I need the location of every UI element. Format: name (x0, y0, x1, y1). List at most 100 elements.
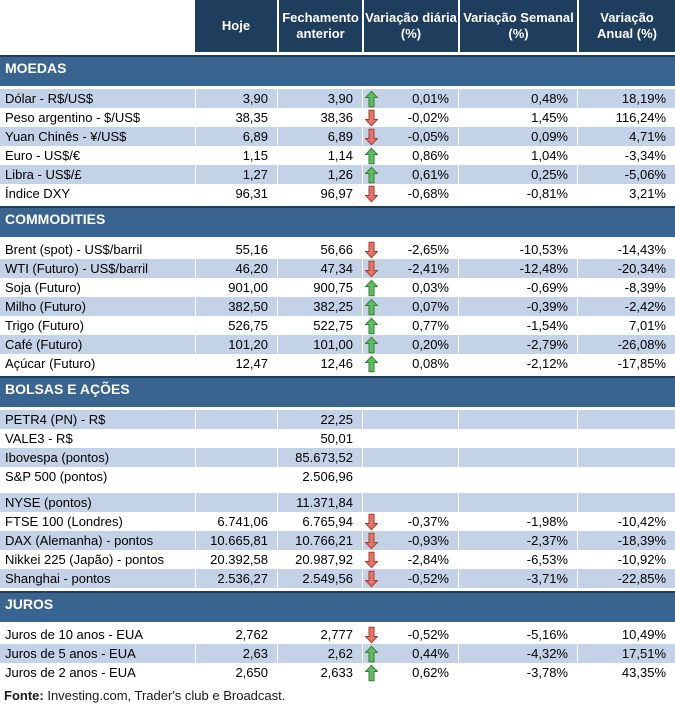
variacao-semanal-value[interactable] (458, 429, 577, 448)
variacao-anual-value[interactable]: -8,39% (577, 278, 675, 297)
fechamento-anterior-value[interactable]: 522,75 (277, 316, 362, 335)
row-label[interactable]: Brent (spot) - US$/barril (5, 242, 143, 257)
variacao-anual-value[interactable]: -18,39% (577, 531, 675, 550)
row-label[interactable]: S&P 500 (pontos) (5, 469, 108, 484)
row-label[interactable]: Juros de 2 anos - EUA (5, 665, 136, 680)
variacao-semanal-value[interactable]: -3,71% (458, 569, 577, 588)
variacao-semanal-value[interactable]: -10,53% (458, 240, 577, 259)
variacao-semanal-value[interactable]: -0,39% (458, 297, 577, 316)
variacao-diaria-cell[interactable]: 0,01% (362, 89, 458, 108)
section-header-moedas[interactable]: MOEDAS (0, 55, 675, 86)
variacao-semanal-value[interactable]: 0,25% (458, 165, 577, 184)
hoje-value[interactable]: 10.665,81 (195, 531, 277, 550)
hoje-value[interactable]: 2,762 (195, 625, 277, 644)
row-label[interactable]: Juros de 10 anos - EUA (5, 627, 144, 642)
fechamento-anterior-value[interactable]: 2,633 (277, 663, 362, 682)
variacao-diaria-cell[interactable]: 0,07% (362, 297, 458, 316)
variacao-anual-value[interactable]: 7,01% (577, 316, 675, 335)
fechamento-anterior-value[interactable]: 900,75 (277, 278, 362, 297)
variacao-anual-value[interactable]: 116,24% (577, 108, 675, 127)
fechamento-anterior-value[interactable]: 1,26 (277, 165, 362, 184)
variacao-diaria-cell[interactable]: 0,20% (362, 335, 458, 354)
row-label[interactable]: Açúcar (Futuro) (5, 356, 96, 371)
variacao-diaria-cell[interactable]: -0,52% (362, 569, 458, 588)
hoje-value[interactable]: 1,27 (195, 165, 277, 184)
column-header-variacao-anual[interactable]: Variação Anual (%) (577, 0, 675, 52)
hoje-value[interactable] (195, 493, 277, 512)
hoje-value[interactable]: 101,20 (195, 335, 277, 354)
variacao-anual-value[interactable] (577, 448, 675, 467)
hoje-value[interactable]: 382,50 (195, 297, 277, 316)
section-header-commodities[interactable]: COMMODITIES (0, 206, 675, 237)
fechamento-anterior-value[interactable]: 22,25 (277, 410, 362, 429)
variacao-diaria-cell[interactable]: -0,93% (362, 531, 458, 550)
variacao-semanal-value[interactable]: -0,81% (458, 184, 577, 203)
variacao-diaria-cell[interactable] (362, 493, 458, 512)
fechamento-anterior-value[interactable]: 56,66 (277, 240, 362, 259)
variacao-anual-value[interactable]: 4,71% (577, 127, 675, 146)
variacao-semanal-value[interactable]: -0,69% (458, 278, 577, 297)
variacao-diaria-cell[interactable]: 0,77% (362, 316, 458, 335)
hoje-value[interactable]: 6,89 (195, 127, 277, 146)
variacao-diaria-cell[interactable] (362, 467, 458, 486)
variacao-anual-value[interactable]: -26,08% (577, 335, 675, 354)
variacao-semanal-value[interactable] (458, 448, 577, 467)
variacao-anual-value[interactable]: 10,49% (577, 625, 675, 644)
variacao-diaria-cell[interactable]: 0,62% (362, 663, 458, 682)
fechamento-anterior-value[interactable]: 2,777 (277, 625, 362, 644)
row-label[interactable]: FTSE 100 (Londres) (5, 514, 123, 529)
hoje-value[interactable]: 96,31 (195, 184, 277, 203)
hoje-value[interactable] (195, 448, 277, 467)
variacao-diaria-cell[interactable]: 0,44% (362, 644, 458, 663)
fechamento-anterior-value[interactable]: 11.371,84 (277, 493, 362, 512)
variacao-anual-value[interactable]: 43,35% (577, 663, 675, 682)
fechamento-anterior-value[interactable]: 6.765,94 (277, 512, 362, 531)
hoje-value[interactable] (195, 429, 277, 448)
row-label[interactable]: Ibovespa (pontos) (0, 448, 195, 467)
variacao-semanal-value[interactable]: -12,48% (458, 259, 577, 278)
row-label[interactable]: DAX (Alemanha) - pontos (0, 531, 195, 550)
variacao-diaria-cell[interactable]: -0,05% (362, 127, 458, 146)
variacao-diaria-cell[interactable] (362, 448, 458, 467)
variacao-diaria-cell[interactable] (362, 429, 458, 448)
variacao-semanal-value[interactable]: 0,48% (458, 89, 577, 108)
variacao-semanal-value[interactable]: 0,09% (458, 127, 577, 146)
variacao-anual-value[interactable] (577, 429, 675, 448)
variacao-diaria-cell[interactable]: 0,08% (362, 354, 458, 373)
variacao-semanal-value[interactable]: -4,32% (458, 644, 577, 663)
row-label[interactable]: Yuan Chinês - ¥/US$ (0, 127, 195, 146)
fechamento-anterior-value[interactable]: 96,97 (277, 184, 362, 203)
variacao-diaria-cell[interactable]: -2,41% (362, 259, 458, 278)
hoje-value[interactable]: 55,16 (195, 240, 277, 259)
variacao-semanal-value[interactable]: -6,53% (458, 550, 577, 569)
variacao-anual-value[interactable] (577, 493, 675, 512)
row-label[interactable]: Café (Futuro) (0, 335, 195, 354)
row-label[interactable]: Nikkei 225 (Japão) - pontos (5, 552, 164, 567)
fechamento-anterior-value[interactable]: 47,34 (277, 259, 362, 278)
hoje-value[interactable]: 2,63 (195, 644, 277, 663)
variacao-anual-value[interactable] (577, 467, 675, 486)
fechamento-anterior-value[interactable]: 12,46 (277, 354, 362, 373)
variacao-semanal-value[interactable]: -2,37% (458, 531, 577, 550)
fechamento-anterior-value[interactable]: 50,01 (277, 429, 362, 448)
variacao-diaria-cell[interactable]: -0,37% (362, 512, 458, 531)
row-label[interactable]: NYSE (pontos) (0, 493, 195, 512)
column-header-hoje[interactable]: Hoje (195, 0, 277, 52)
variacao-diaria-cell[interactable]: -0,68% (362, 184, 458, 203)
hoje-value[interactable]: 1,15 (195, 146, 277, 165)
row-label[interactable]: Dólar - R$/US$ (0, 89, 195, 108)
variacao-semanal-value[interactable]: -5,16% (458, 625, 577, 644)
variacao-semanal-value[interactable]: -2,79% (458, 335, 577, 354)
variacao-semanal-value[interactable]: -2,12% (458, 354, 577, 373)
fechamento-anterior-value[interactable]: 382,25 (277, 297, 362, 316)
row-label[interactable]: WTI (Futuro) - US$/barril (0, 259, 195, 278)
column-header-variacao-diaria[interactable]: Variação diária (%) (362, 0, 458, 52)
variacao-diaria-cell[interactable] (362, 410, 458, 429)
hoje-value[interactable]: 3,90 (195, 89, 277, 108)
hoje-value[interactable]: 20.392,58 (195, 550, 277, 569)
hoje-value[interactable] (195, 410, 277, 429)
fechamento-anterior-value[interactable]: 2.549,56 (277, 569, 362, 588)
fechamento-anterior-value[interactable]: 3,90 (277, 89, 362, 108)
variacao-semanal-value[interactable] (458, 467, 577, 486)
fechamento-anterior-value[interactable]: 2,62 (277, 644, 362, 663)
